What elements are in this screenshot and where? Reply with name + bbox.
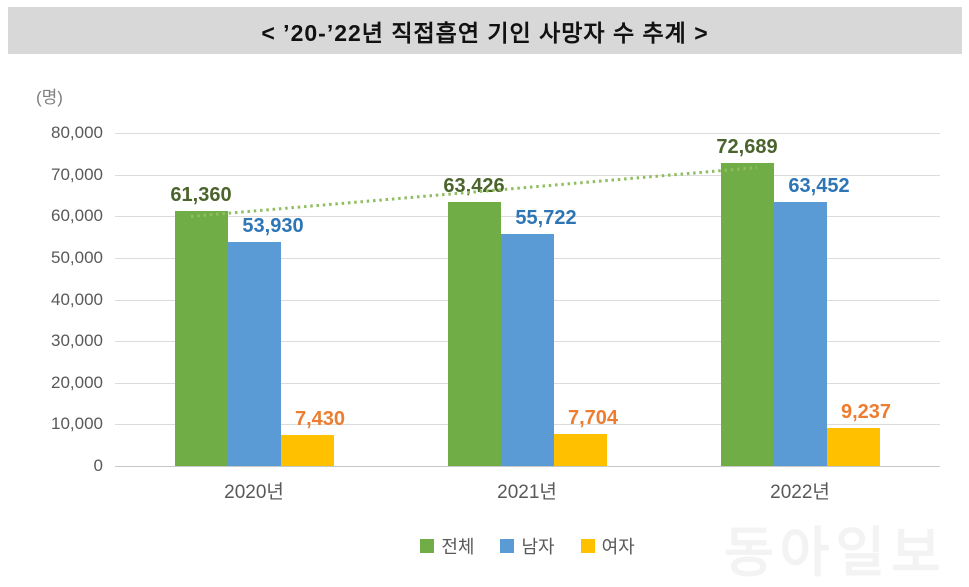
y-axis-tick-label: 60,000 xyxy=(51,206,103,226)
legend-swatch-total xyxy=(420,539,435,553)
bar-female-2020 xyxy=(280,435,334,466)
value-label-total-2020: 61,360 xyxy=(170,183,232,206)
legend-label-female: 여자 xyxy=(601,537,635,557)
legend-label-total: 전체 xyxy=(441,537,475,557)
gridline xyxy=(115,133,940,134)
chart-title: < ’20-’22년 직접흡연 기인 사망자 수 추계 > xyxy=(8,7,962,54)
y-axis-tick-label: 20,000 xyxy=(51,372,103,392)
watermark: 동아일보 xyxy=(724,523,947,583)
y-axis-tick-label: 30,000 xyxy=(51,331,103,351)
value-label-total-2022: 72,689 xyxy=(716,136,778,159)
bar-total-2021 xyxy=(447,201,501,466)
value-label-male-2022: 63,452 xyxy=(788,174,850,197)
value-label-female-2020: 7,430 xyxy=(294,408,346,431)
value-label-female-2021: 7,704 xyxy=(567,406,619,429)
bar-total-2020 xyxy=(174,210,228,466)
y-axis-unit-label: (명) xyxy=(36,88,63,107)
bar-female-2021 xyxy=(553,433,607,466)
legend-item-male: 남자 xyxy=(500,533,555,559)
y-axis-tick-label: 0 xyxy=(93,456,103,475)
y-axis-tick-label: 50,000 xyxy=(51,247,103,267)
legend: 전체 남자 여자 xyxy=(115,533,940,559)
bar-male-2021 xyxy=(500,234,554,466)
value-label-female-2022: 9,237 xyxy=(840,400,892,423)
value-label-male-2021: 55,722 xyxy=(515,207,577,230)
bar-female-2022 xyxy=(826,427,880,466)
y-axis-tick-label: 40,000 xyxy=(51,289,103,309)
gridline xyxy=(115,466,940,467)
y-axis-tick-label: 70,000 xyxy=(51,164,103,184)
value-label-male-2020: 53,930 xyxy=(242,214,304,237)
bar-male-2020 xyxy=(227,241,281,466)
y-axis-tick-label: 10,000 xyxy=(51,414,103,434)
x-axis-label-2022: 2022년 xyxy=(770,482,830,503)
legend-swatch-male xyxy=(500,539,515,553)
x-axis-label-2020: 2020년 xyxy=(224,482,284,503)
legend-item-female: 여자 xyxy=(580,533,635,559)
bar-total-2022 xyxy=(720,163,774,466)
y-axis-tick-label: 80,000 xyxy=(51,123,103,142)
x-axis-label-2021: 2021년 xyxy=(497,482,557,503)
legend-label-male: 남자 xyxy=(521,537,555,557)
legend-item-total: 전체 xyxy=(420,533,474,559)
value-label-total-2021: 63,426 xyxy=(443,174,505,197)
legend-swatch-female xyxy=(580,539,595,553)
bar-male-2022 xyxy=(773,201,827,466)
